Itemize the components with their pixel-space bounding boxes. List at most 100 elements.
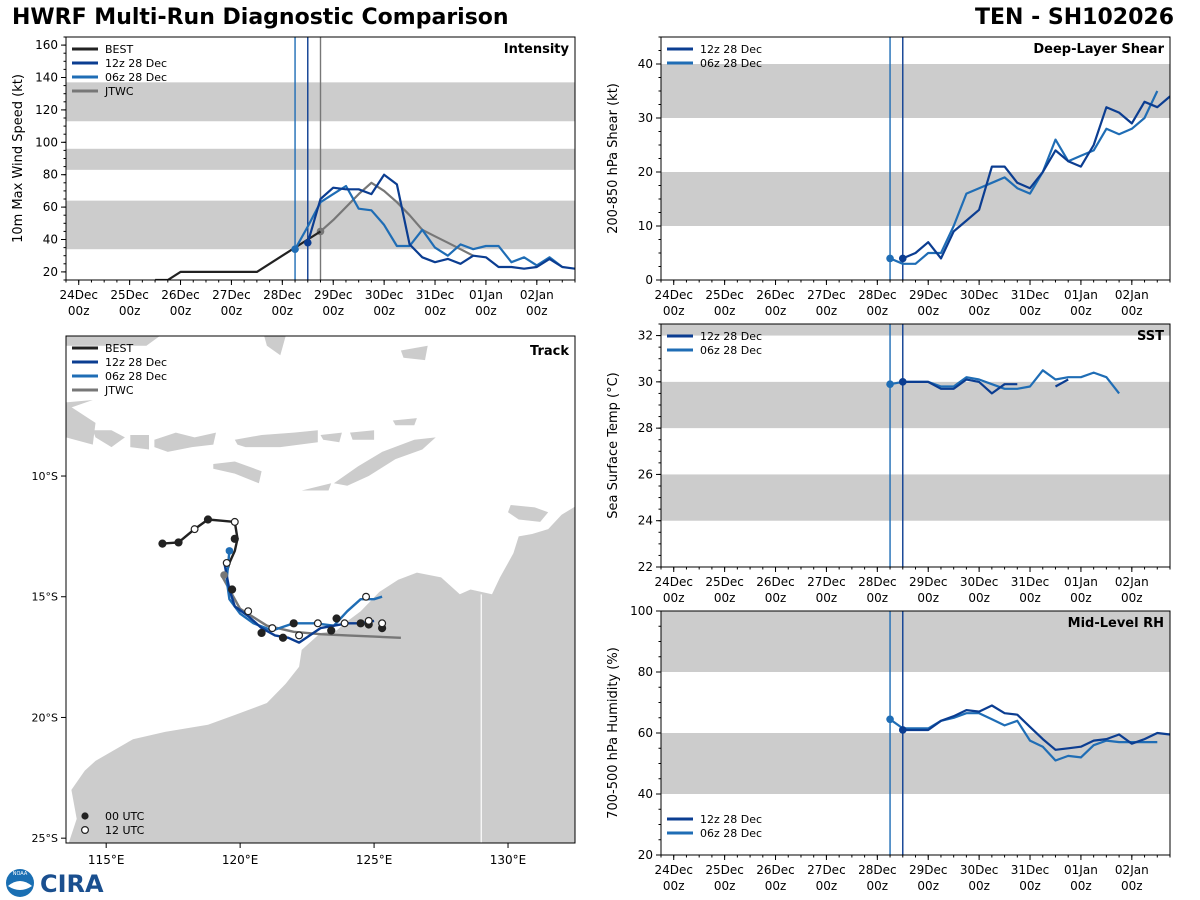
shear-xtick-label: 31Dec [1011,288,1050,302]
sst-legend-label: 06z 28 Dec [700,344,762,357]
track-marker-00utc [356,619,365,628]
land-java-tip [39,394,66,401]
track-start-jtwc [220,571,228,579]
shear-ytick-label: 40 [638,57,653,71]
land-lombok [130,435,149,450]
intensity-legend-label: JTWC [104,85,134,98]
intensity-ytick-label: 100 [35,135,58,149]
sst-ytick-label: 26 [638,467,653,481]
intensity-ytick-label: 40 [43,233,58,247]
land-java-east [66,403,96,445]
rh-xtick-label: 02Jan [1115,863,1149,877]
sst-xtick-sublabel: 00z [867,591,889,605]
intensity-xtick-label: 28Dec [263,288,302,302]
sst-xtick-sublabel: 00z [917,591,939,605]
rh-xtick-sublabel: 00z [968,879,990,893]
shear-xtick-sublabel: 00z [714,304,736,318]
shear-xtick-label: 29Dec [909,288,948,302]
sst-ytick-label: 28 [638,421,653,435]
rh-xtick-label: 29Dec [909,863,948,877]
intensity-series-r12-3 [306,173,575,270]
track-legend-label: BEST [105,342,133,355]
shear-start-dot-r06 [886,254,894,263]
intensity-xtick-sublabel: 00z [475,304,497,318]
rh-xtick-label: 24Dec [654,863,693,877]
intensity-xtick-sublabel: 00z [526,304,548,318]
intensity-xtick-sublabel: 00z [68,304,90,318]
track-marker-00utc [257,628,266,638]
shear-xtick-sublabel: 00z [663,304,685,318]
rh-xtick-sublabel: 00z [816,879,838,893]
shear-xtick-sublabel: 00z [867,304,889,318]
intensity-xtick-sublabel: 00z [221,304,243,318]
rh-legend-label: 12z 28 Dec [700,813,762,826]
storm-id: TEN - SH102026 [975,5,1174,30]
land-group [39,336,575,843]
rh-title: Mid-Level RH [1068,616,1164,631]
sst-xtick-sublabel: 00z [816,591,838,605]
rh-ytick-label: 100 [630,604,653,618]
track-lat-label: 15°S [32,591,58,604]
shear-xtick-label: 26Dec [756,288,795,302]
track-marker-12utc [222,558,231,567]
rh-xtick-label: 27Dec [807,863,846,877]
sst-series-r12-1 [902,378,1018,395]
rh-panel: 20 40 60 80 100 24Dec 00z 25Dec 00z 26Dec 00z 27Dec… [606,604,1171,893]
track-title: Track [530,344,569,359]
sst-xtick-label: 01Jan [1064,575,1098,589]
track-panel: 115°E 120°E 125°E 130°E 10°S 15°S 20°S 25°S Trac… [32,335,576,867]
shear-series-r12-1 [902,95,1170,260]
intensity-xtick-sublabel: 00z [272,304,294,318]
shear-ytick-label: 10 [638,219,653,233]
track-legend-label: 12z 28 Dec [105,356,167,369]
land-melville-island [508,505,549,522]
sst-panel: 22 24 26 28 30 32 24Dec 00z 25Dec 00z 26Dec 00z 27De… [606,323,1171,605]
intensity-ytick-label: 60 [43,200,58,214]
rh-xtick-label: 26Dec [756,863,795,877]
noaa-bird-icon [8,881,32,890]
intensity-xtick-label: 01Jan [469,288,503,302]
sst-xtick-sublabel: 00z [663,591,685,605]
rh-xtick-sublabel: 00z [867,879,889,893]
rh-ytick-label: 20 [638,848,653,862]
sst-band-2 [661,324,1170,336]
rh-xtick-sublabel: 00z [765,879,787,893]
shear-ytick-label: 30 [638,111,653,125]
shear-start-dot-r12 [898,254,907,263]
cira-logo: CIRA NOAA [6,869,104,898]
intensity-xtick-sublabel: 00z [373,304,395,318]
shear-band-1 [661,64,1170,118]
track-lon-label: 115°E [88,853,125,867]
track-marker-12utc [230,517,239,526]
shear-band-0 [661,172,1170,226]
track-legend-label: JTWC [104,384,134,397]
track-lat-label: 20°S [32,711,58,724]
sst-xtick-label: 31Dec [1011,575,1050,589]
noaa-text: NOAA [13,871,28,877]
track-lon-label: 125°E [356,853,393,867]
track-marker-12utc [362,592,371,601]
track-legend-label: 06z 28 Dec [105,370,167,383]
track-marker-12utc [313,619,322,628]
intensity-series-r06-2 [294,184,563,268]
sst-xtick-sublabel: 00z [714,591,736,605]
track-marker-12utc [295,631,304,640]
rh-start-dot-r06 [886,715,894,724]
rh-ylabel: 700-500 hPa Humidity (%) [606,647,621,819]
rh-xtick-label: 30Dec [960,863,999,877]
intensity-legend-label: 06z 28 Dec [105,71,167,84]
track-marker-00utc [227,585,237,594]
intensity-xtick-label: 26Dec [161,288,200,302]
sst-xtick-label: 25Dec [705,575,744,589]
rh-xtick-label: 25Dec [705,863,744,877]
intensity-ytick-label: 140 [35,71,58,85]
shear-legend-label: 12z 28 Dec [700,43,762,56]
intensity-ylabel: 10m Max Wind Speed (kt) [11,74,26,243]
track-marker-00utc [230,534,239,543]
shear-panel: 0 10 20 30 40 24Dec 00z 25Dec 00z 26Dec 00z 27Dec 00… [606,36,1171,318]
shear-xtick-label: 30Dec [960,288,999,302]
sst-ytick-label: 24 [638,514,653,528]
shear-xtick-sublabel: 00z [1019,304,1041,318]
land-solor [320,432,342,443]
